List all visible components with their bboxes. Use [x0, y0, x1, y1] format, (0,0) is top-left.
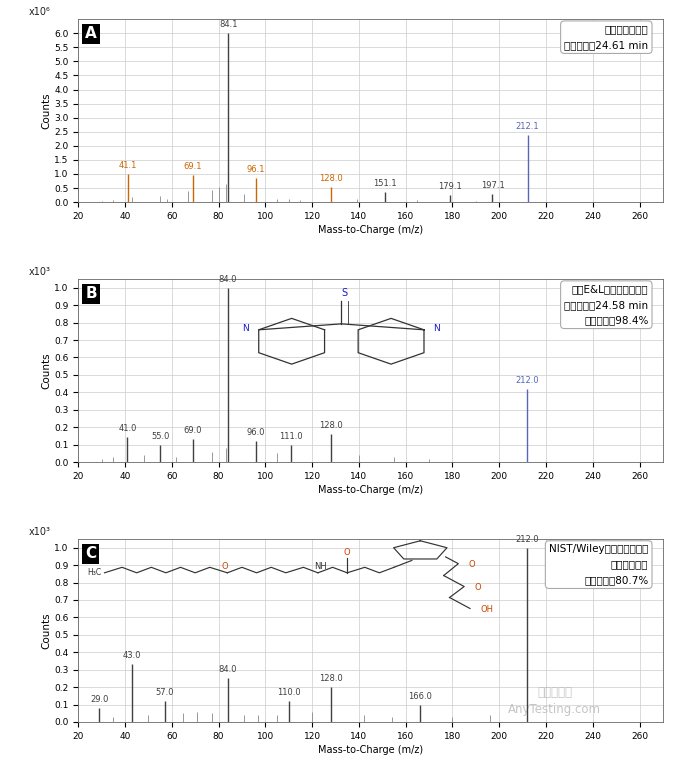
Text: x10³: x10³	[29, 267, 50, 277]
Text: B: B	[85, 286, 97, 301]
Text: 55.0: 55.0	[151, 432, 169, 442]
X-axis label: Mass-to-Charge (m/z): Mass-to-Charge (m/z)	[318, 745, 423, 755]
Text: 111.0: 111.0	[279, 432, 303, 441]
Text: 128.0: 128.0	[319, 674, 343, 683]
Text: O: O	[475, 583, 481, 592]
Text: 43.0: 43.0	[123, 652, 141, 660]
Text: 29.0: 29.0	[90, 695, 108, 704]
Text: A: A	[85, 27, 97, 41]
Text: 57.0: 57.0	[156, 688, 174, 697]
Text: 128.0: 128.0	[319, 421, 343, 430]
Text: 197.1: 197.1	[481, 180, 505, 189]
Text: 41.0: 41.0	[118, 424, 137, 432]
Text: OH: OH	[481, 605, 494, 614]
Y-axis label: Counts: Counts	[41, 352, 51, 389]
Text: 41.1: 41.1	[118, 161, 137, 170]
Y-axis label: Counts: Counts	[41, 92, 51, 129]
Text: H₃C: H₃C	[88, 568, 101, 578]
Text: O: O	[221, 562, 228, 571]
X-axis label: Mass-to-Charge (m/z): Mass-to-Charge (m/z)	[318, 225, 423, 235]
Text: N: N	[243, 325, 250, 333]
Text: 179.1: 179.1	[439, 182, 462, 191]
Text: 212.1: 212.1	[515, 121, 539, 131]
Y-axis label: Counts: Counts	[41, 612, 51, 649]
Text: 128.0: 128.0	[319, 173, 343, 183]
Text: 69.1: 69.1	[184, 163, 203, 171]
Text: 212.0: 212.0	[515, 535, 539, 544]
Text: 84.0: 84.0	[219, 275, 237, 283]
Text: 69.0: 69.0	[184, 426, 202, 435]
Text: O: O	[344, 549, 350, 557]
Text: C: C	[85, 546, 97, 562]
Text: 84.1: 84.1	[219, 20, 237, 29]
X-axis label: Mass-to-Charge (m/z): Mass-to-Charge (m/z)	[318, 485, 423, 495]
Text: 212.0: 212.0	[515, 376, 539, 385]
Text: 内部E&L数据库最佳匹配
保留时间：24.58 min
匹配分数：98.4%: 内部E&L数据库最佳匹配 保留时间：24.58 min 匹配分数：98.4%	[564, 284, 649, 325]
Text: O: O	[469, 560, 475, 569]
Text: 嘉峪检测网
AnyTesting.com: 嘉峪检测网 AnyTesting.com	[509, 686, 601, 716]
Text: 96.1: 96.1	[247, 165, 265, 174]
Text: N: N	[433, 325, 440, 333]
Text: 151.1: 151.1	[373, 180, 396, 188]
Text: x10³: x10³	[29, 527, 50, 537]
Text: x10⁶: x10⁶	[29, 8, 50, 18]
Text: 110.0: 110.0	[277, 688, 301, 697]
Text: NIST/Wiley数据库最佳匹配
保留时间：无
匹配分数：80.7%: NIST/Wiley数据库最佳匹配 保留时间：无 匹配分数：80.7%	[549, 545, 649, 584]
Text: 84.0: 84.0	[219, 665, 237, 675]
Text: S: S	[342, 288, 348, 298]
Text: 166.0: 166.0	[408, 691, 432, 701]
Text: 检测到未知物谱
保留时间：24.61 min: 检测到未知物谱 保留时间：24.61 min	[564, 24, 649, 50]
Text: 96.0: 96.0	[247, 428, 265, 437]
Text: NH: NH	[315, 562, 327, 571]
